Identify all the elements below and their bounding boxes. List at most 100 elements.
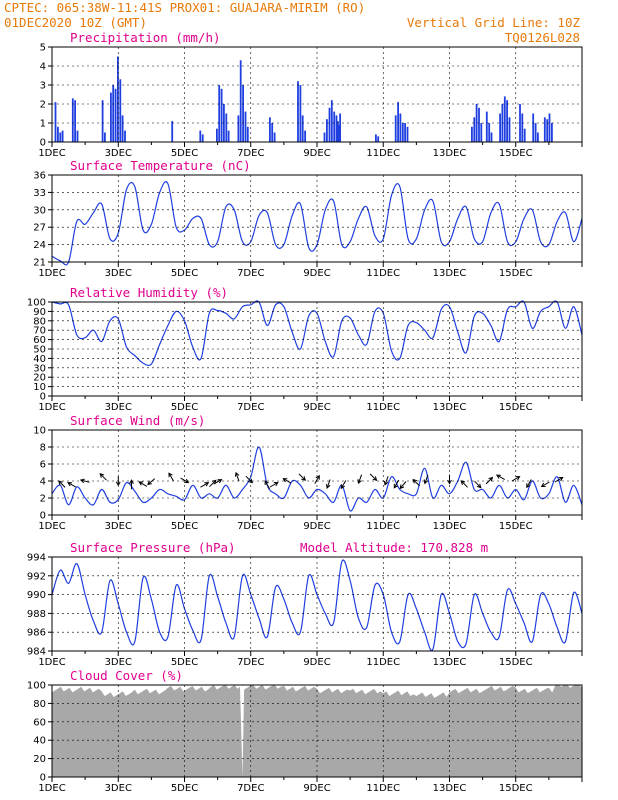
precip-bar [101, 100, 104, 142]
precip-bar [534, 123, 537, 142]
precip-bar [521, 113, 524, 142]
precip-bar [323, 132, 326, 142]
wind-arrow-head [540, 482, 546, 488]
series-line [51, 181, 583, 266]
precip-bar [475, 104, 478, 142]
precip-bar [503, 96, 506, 142]
wind-arrow-shaft [200, 482, 209, 488]
wind-arrow-head [217, 479, 223, 484]
wind-arrow-shaft [460, 480, 468, 488]
y-tick-label: 50 [33, 345, 46, 356]
y-tick-label: 80 [33, 699, 46, 710]
wind-arrow [67, 482, 77, 488]
wind-arrow-shaft [235, 472, 240, 482]
x-tick-label: 13DEC [433, 521, 467, 532]
precip-bar [199, 130, 202, 142]
y-tick-label: 2 [40, 494, 46, 505]
wind-arrow-head [393, 483, 398, 489]
precip-bar [201, 134, 204, 142]
y-tick-label: 1 [40, 119, 46, 130]
x-tick-label: 7DEC [237, 148, 264, 159]
precip-bar [216, 128, 218, 142]
y-tick-label: 70 [33, 326, 46, 337]
wind-arrow-head [168, 472, 173, 478]
precip-bar [54, 102, 57, 142]
y-tick-label: 100 [27, 298, 46, 309]
x-tick-label: 11DEC [366, 521, 400, 532]
precip-bar [61, 130, 64, 142]
precip-bar [273, 132, 276, 142]
precip-bar [271, 123, 274, 142]
wind-arrow-head [79, 478, 85, 484]
wind-arrow-shaft [264, 480, 271, 490]
precip-bar [473, 117, 476, 142]
panel-0: Precipitation (mm/h) 0 1 2 3 4 5 1DEC 3DEC 5DEC 7D… [38, 30, 583, 159]
wind-arrow [147, 478, 156, 486]
x-tick-label: 11DEC [366, 402, 400, 413]
wind-arrow-shaft [67, 482, 77, 488]
panel-grid [52, 557, 582, 651]
wind-arrow-head [147, 480, 152, 486]
wind-arrow-head [273, 481, 279, 487]
precip-bar [301, 115, 304, 142]
x-tick-label: 7DEC [237, 268, 264, 279]
y-tick-label: 6 [40, 460, 46, 471]
wind-arrow [540, 481, 550, 488]
precip-bar [551, 123, 553, 142]
wind-arrow-head [558, 476, 564, 482]
precip-bar [375, 134, 377, 142]
y-tick-label: 60 [33, 717, 46, 728]
wind-arrow [460, 480, 468, 488]
wind-arrow [245, 475, 254, 484]
precip-bar [519, 104, 521, 142]
precip-bar [543, 117, 546, 142]
wind-arrow-head [357, 479, 362, 485]
y-tick-label: 27 [33, 223, 46, 234]
x-tick-label: 1DEC [38, 783, 65, 794]
x-tick-label: 7DEC [237, 657, 264, 668]
precip-bar [218, 85, 221, 142]
precip-bar [326, 119, 328, 142]
wind-arrow-shaft [99, 473, 107, 481]
precip-bar [488, 123, 491, 142]
wind-arrow-head [67, 482, 73, 487]
wind-arrow [369, 473, 378, 482]
precip-bar [74, 100, 76, 142]
wind-arrow [168, 472, 174, 482]
wind-arrow-head [399, 484, 405, 490]
precip-bar [112, 85, 115, 142]
wind-arrow-head [383, 480, 389, 486]
wind-arrow-shaft [358, 474, 363, 484]
wind-arrow [234, 471, 240, 482]
x-tick-label: 13DEC [433, 783, 467, 794]
precip-bar [71, 98, 74, 142]
x-tick-label: 1DEC [38, 521, 65, 532]
x-tick-label: 5DEC [171, 521, 198, 532]
wind-arrow-shaft [424, 474, 429, 484]
x-tick-label: 13DEC [433, 402, 467, 413]
wind-arrow [200, 482, 210, 488]
panel-3: Surface Wind (m/s) 0 2 4 6 8 10 1DEC 3DEC 5DEC 7DE… [33, 413, 583, 532]
series-line [51, 559, 583, 652]
wind-arrow [264, 480, 271, 490]
precip-bar [471, 126, 473, 142]
y-tick-label: 30 [33, 363, 46, 374]
wind-arrow [357, 474, 363, 485]
precip-bar [237, 115, 240, 142]
wind-arrow-shaft [526, 479, 532, 488]
y-tick-label: 10 [33, 382, 46, 393]
y-tick-label: 2 [40, 100, 46, 111]
wind-arrow-head [526, 483, 531, 489]
precip-bar [328, 107, 331, 142]
x-tick-label: 1DEC [38, 402, 65, 413]
panel-title: Relative Humidity (%) [70, 285, 228, 300]
panel-title: Surface Pressure (hPa) [70, 540, 236, 555]
precip-bar [401, 123, 404, 142]
y-tick-label: 984 [27, 647, 46, 658]
precip-bar [546, 119, 549, 142]
x-tick-label: 11DEC [366, 268, 400, 279]
y-tick-label: 30 [33, 205, 46, 216]
wind-arrow-shaft [326, 479, 331, 489]
precip-bar [117, 56, 119, 142]
